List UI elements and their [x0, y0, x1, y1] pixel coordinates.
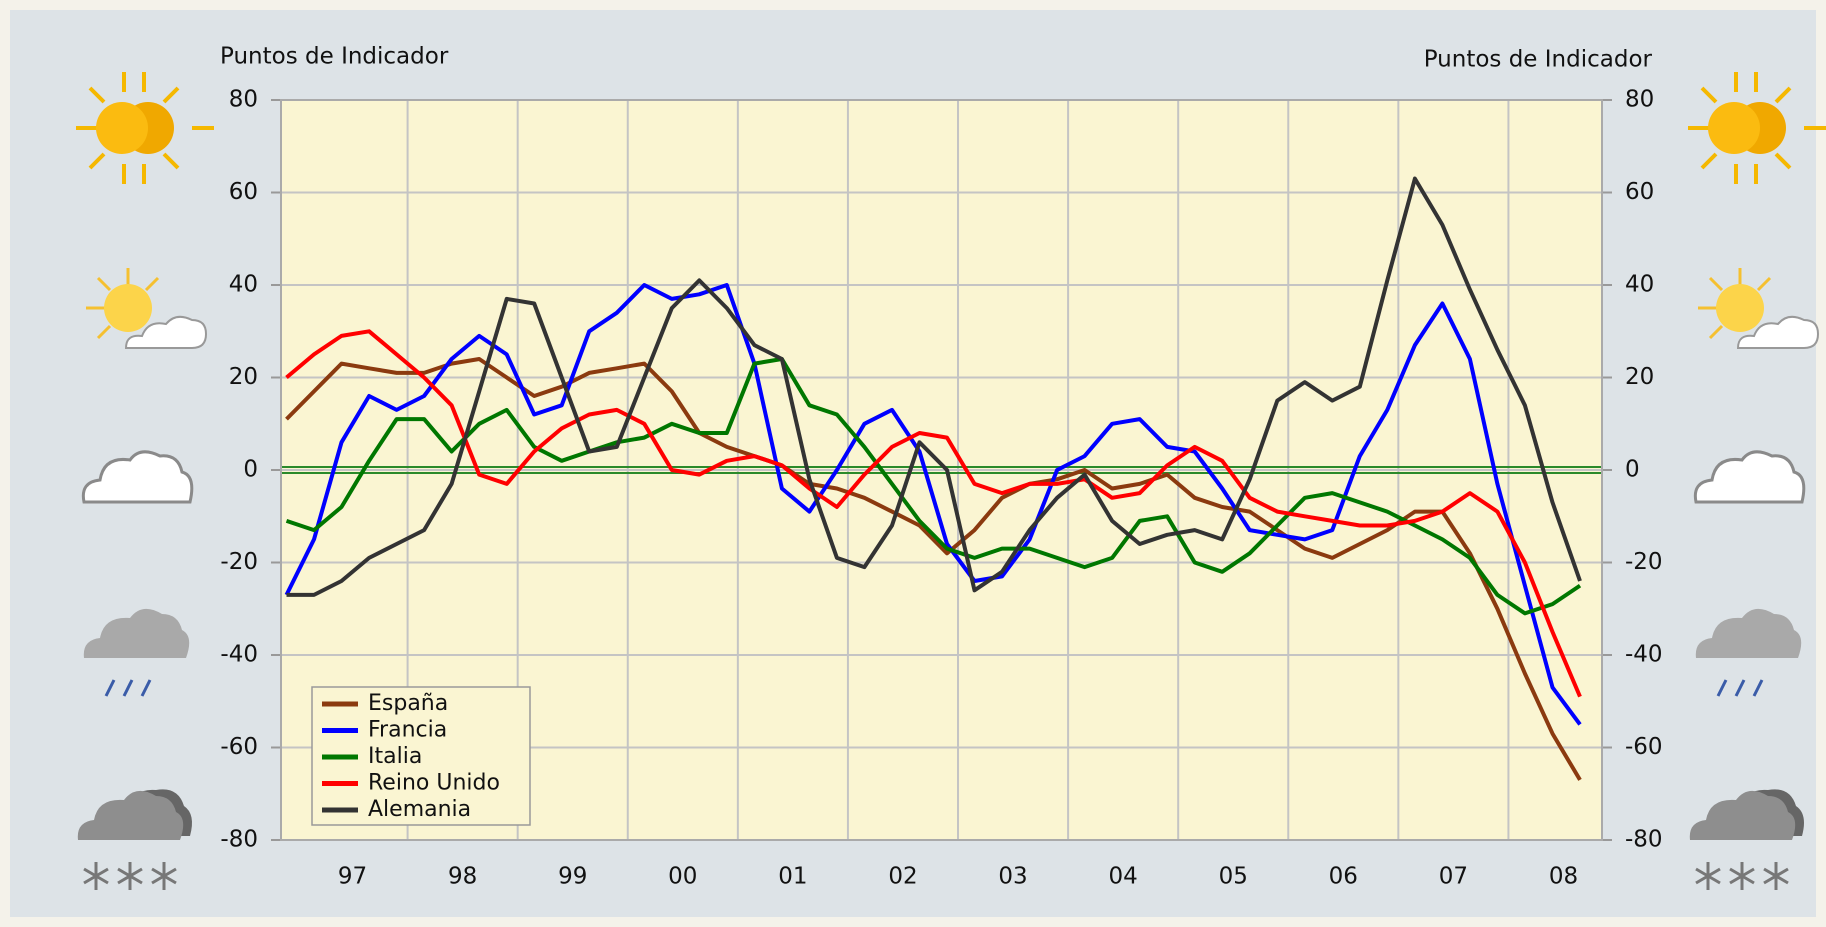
x-tick-label: 02	[888, 864, 917, 890]
series-line	[284, 283, 1582, 726]
y2-tick-label: 20	[1625, 364, 1654, 390]
x-tick-label: 98	[448, 864, 477, 890]
y-axis-label: Puntos de Indicador	[220, 44, 449, 70]
series-line	[285, 357, 1582, 616]
legend-label: Reino Unido	[368, 771, 500, 796]
y2-tick-label: -40	[1625, 642, 1663, 668]
y2-tick-label: 0	[1625, 457, 1640, 483]
y-tick-label: -40	[220, 642, 258, 668]
x-tick-label: 06	[1329, 864, 1358, 890]
x-tick-label: 00	[668, 864, 697, 890]
y-tick-label: 60	[229, 179, 258, 205]
plot-border	[280, 99, 1603, 841]
x-tick-label: 97	[338, 864, 367, 890]
y2-tick-label: -60	[1625, 734, 1663, 760]
y-tick-label: 40	[229, 272, 258, 298]
x-tick-label: 04	[1108, 864, 1137, 890]
y-tick-label: 20	[229, 364, 258, 390]
y2-tick-label: -20	[1625, 549, 1663, 575]
x-tick-label: 01	[778, 864, 807, 890]
series-line	[285, 357, 1582, 781]
y2-axis-label: Puntos de Indicador	[1424, 47, 1653, 73]
y-tick-label: -60	[220, 734, 258, 760]
x-tick-label: 07	[1439, 864, 1468, 890]
legend-label: España	[368, 691, 448, 716]
y2-tick-label: 40	[1625, 272, 1654, 298]
x-tick-label: 08	[1549, 864, 1578, 890]
y2-tick-label: 60	[1625, 179, 1654, 205]
y-tick-label: 80	[229, 87, 258, 113]
x-tick-label: 05	[1219, 864, 1248, 890]
y2-tick-label: 80	[1625, 87, 1654, 113]
y2-tick-label: -80	[1625, 827, 1663, 853]
series-line	[285, 329, 1582, 698]
x-tick-label: 03	[998, 864, 1027, 890]
legend-label: Italia	[368, 744, 422, 769]
legend-label: Alemania	[368, 797, 471, 822]
y-tick-label: -20	[220, 549, 258, 575]
y-tick-label: -80	[220, 827, 258, 853]
y-tick-label: 0	[243, 457, 258, 483]
series-line	[286, 176, 1582, 597]
legend-label: Francia	[368, 718, 447, 743]
x-tick-label: 99	[558, 864, 587, 890]
